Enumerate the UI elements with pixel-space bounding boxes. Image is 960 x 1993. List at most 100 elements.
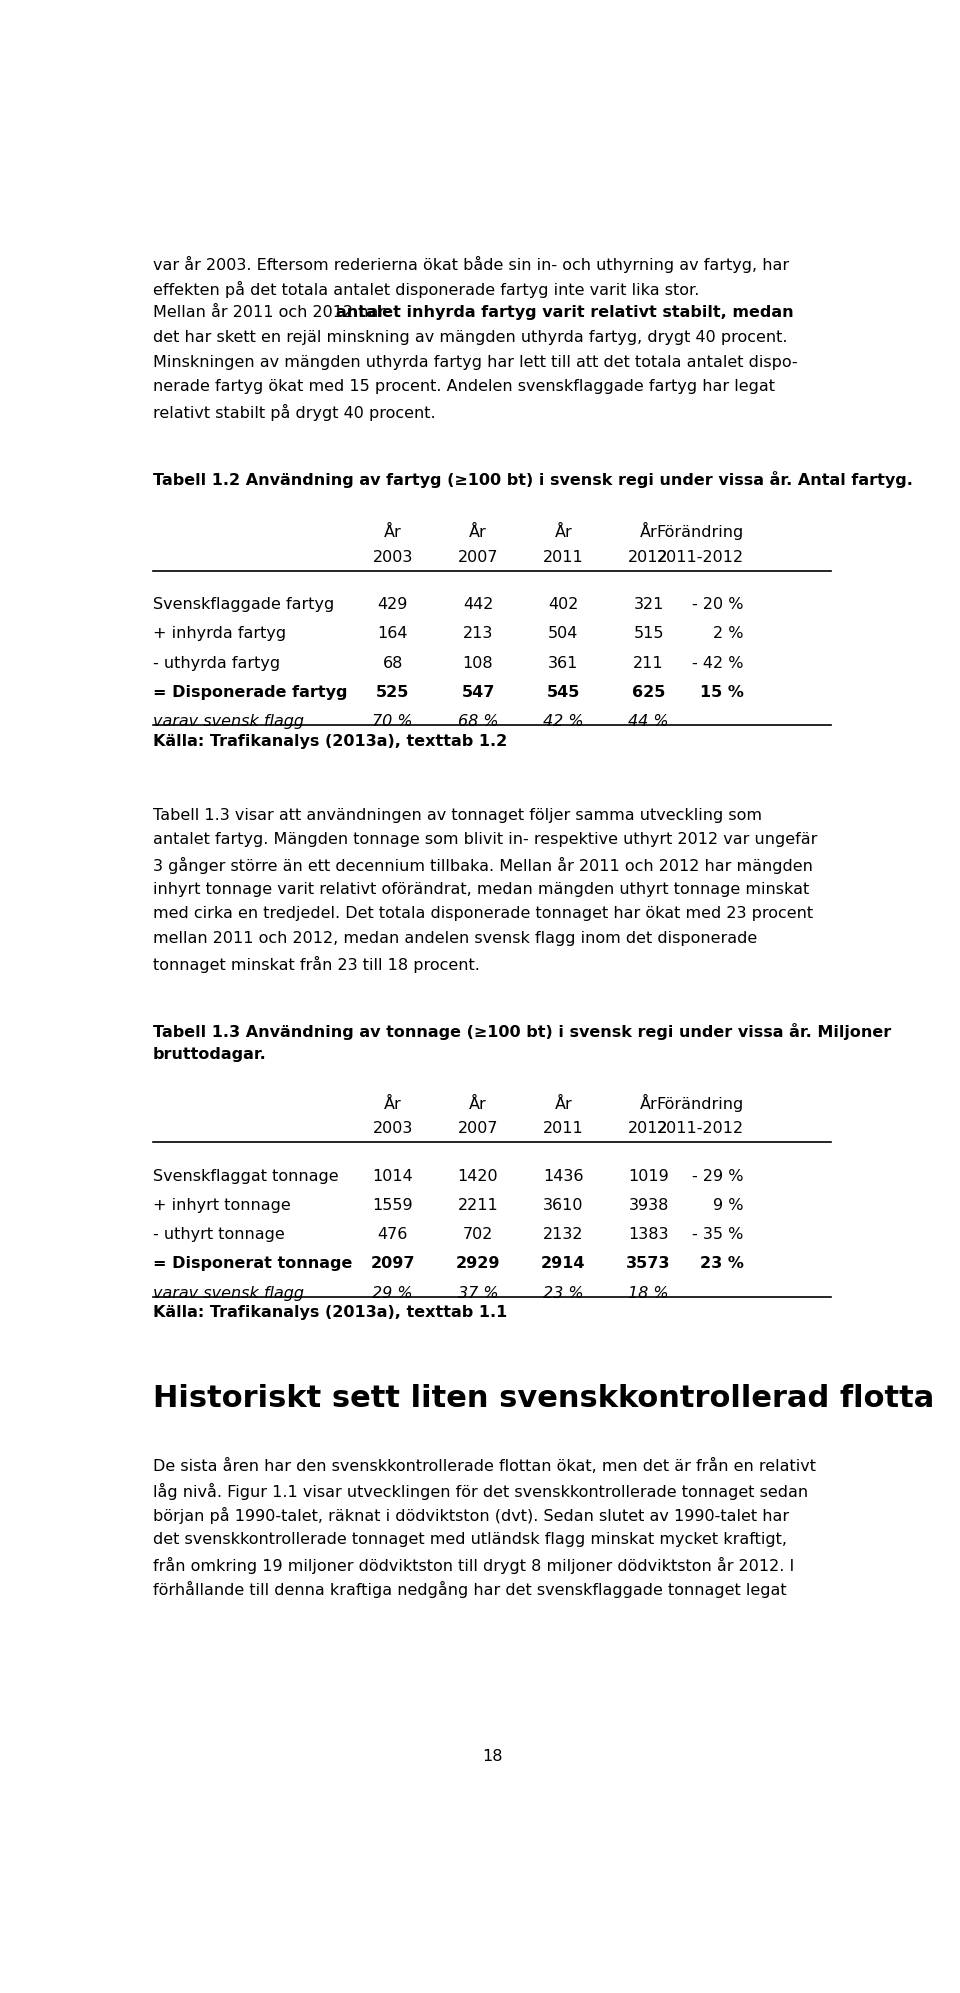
Text: År: År (555, 1096, 572, 1112)
Text: 2011: 2011 (543, 550, 584, 564)
Text: 525: 525 (376, 686, 410, 700)
Text: 515: 515 (634, 626, 663, 642)
Text: 108: 108 (463, 656, 493, 670)
Text: År: År (639, 524, 658, 540)
Text: låg nivå. Figur 1.1 visar utvecklingen för det svenskkontrollerade tonnaget seda: låg nivå. Figur 1.1 visar utvecklingen f… (153, 1483, 807, 1501)
Text: 2012: 2012 (628, 1122, 669, 1136)
Text: 1383: 1383 (628, 1228, 669, 1242)
Text: 2211: 2211 (458, 1198, 498, 1214)
Text: 3 gånger större än ett decennium tillbaka. Mellan år 2011 och 2012 har mängden: 3 gånger större än ett decennium tillbak… (153, 857, 812, 875)
Text: 18: 18 (482, 1748, 502, 1764)
Text: 321: 321 (634, 598, 663, 612)
Text: + inhyrt tonnage: + inhyrt tonnage (153, 1198, 290, 1214)
Text: 37 %: 37 % (458, 1285, 498, 1301)
Text: Tabell 1.2 Användning av fartyg (≥100 bt) i svensk regi under vissa år. Antal fa: Tabell 1.2 Användning av fartyg (≥100 bt… (153, 470, 912, 488)
Text: 2003: 2003 (372, 1122, 413, 1136)
Text: Förändring: Förändring (657, 524, 744, 540)
Text: 3573: 3573 (626, 1256, 671, 1272)
Text: nerade fartyg ökat med 15 procent. Andelen svenskflaggade fartyg har legat: nerade fartyg ökat med 15 procent. Andel… (153, 379, 775, 395)
Text: 68: 68 (383, 656, 403, 670)
Text: 2132: 2132 (543, 1228, 584, 1242)
Text: 23 %: 23 % (543, 1285, 584, 1301)
Text: effekten på det totala antalet disponerade fartyg inte varit lika stor.: effekten på det totala antalet disponera… (153, 281, 699, 297)
Text: = Disponerade fartyg: = Disponerade fartyg (153, 686, 348, 700)
Text: antalet fartyg. Mängden tonnage som blivit in- respektive uthyrt 2012 var ungefä: antalet fartyg. Mängden tonnage som bliv… (153, 833, 817, 847)
Text: 3938: 3938 (629, 1198, 669, 1214)
Text: - 20 %: - 20 % (692, 598, 744, 612)
Text: det svenskkontrollerade tonnaget med utländsk flagg minskat mycket kraftigt,: det svenskkontrollerade tonnaget med utl… (153, 1533, 786, 1547)
Text: - uthyrda fartyg: - uthyrda fartyg (153, 656, 279, 670)
Text: tonnaget minskat från 23 till 18 procent.: tonnaget minskat från 23 till 18 procent… (153, 957, 479, 973)
Text: 42 %: 42 % (543, 713, 584, 729)
Text: 702: 702 (463, 1228, 493, 1242)
Text: 2 %: 2 % (713, 626, 744, 642)
Text: 68 %: 68 % (458, 713, 498, 729)
Text: År: År (384, 524, 401, 540)
Text: 547: 547 (462, 686, 494, 700)
Text: från omkring 19 miljoner dödviktston till drygt 8 miljoner dödviktston år 2012. : från omkring 19 miljoner dödviktston til… (153, 1557, 794, 1574)
Text: varav svensk flagg: varav svensk flagg (153, 1285, 303, 1301)
Text: 1014: 1014 (372, 1168, 413, 1184)
Text: 429: 429 (377, 598, 408, 612)
Text: + inhyrda fartyg: + inhyrda fartyg (153, 626, 286, 642)
Text: 2914: 2914 (541, 1256, 586, 1272)
Text: 70 %: 70 % (372, 713, 413, 729)
Text: - uthyrt tonnage: - uthyrt tonnage (153, 1228, 284, 1242)
Text: varav svensk flagg: varav svensk flagg (153, 713, 303, 729)
Text: = Disponerat tonnage: = Disponerat tonnage (153, 1256, 352, 1272)
Text: År: År (469, 524, 487, 540)
Text: relativt stabilt på drygt 40 procent.: relativt stabilt på drygt 40 procent. (153, 405, 435, 421)
Text: År: År (384, 1096, 401, 1112)
Text: 1019: 1019 (628, 1168, 669, 1184)
Text: Mellan år 2011 och 2012 har: Mellan år 2011 och 2012 har (153, 305, 390, 321)
Text: Svenskflaggade fartyg: Svenskflaggade fartyg (153, 598, 334, 612)
Text: - 42 %: - 42 % (692, 656, 744, 670)
Text: inhyrt tonnage varit relativt oförändrat, medan mängden uthyrt tonnage minskat: inhyrt tonnage varit relativt oförändrat… (153, 881, 808, 897)
Text: 2007: 2007 (458, 550, 498, 564)
Text: - 35 %: - 35 % (692, 1228, 744, 1242)
Text: De sista åren har den svenskkontrollerade flottan ökat, men det är från en relat: De sista åren har den svenskkontrollerad… (153, 1459, 816, 1475)
Text: var år 2003. Eftersom rederierna ökat både sin in- och uthyrning av fartyg, har: var år 2003. Eftersom rederierna ökat bå… (153, 255, 789, 273)
Text: 2011-2012: 2011-2012 (657, 550, 744, 564)
Text: 2011-2012: 2011-2012 (657, 1122, 744, 1136)
Text: 1559: 1559 (372, 1198, 413, 1214)
Text: Källa: Trafikanalys (2013a), texttab 1.1: Källa: Trafikanalys (2013a), texttab 1.1 (153, 1305, 507, 1321)
Text: 545: 545 (546, 686, 580, 700)
Text: År: År (639, 1096, 658, 1112)
Text: 504: 504 (548, 626, 579, 642)
Text: Tabell 1.3 visar att användningen av tonnaget följer samma utveckling som: Tabell 1.3 visar att användningen av ton… (153, 807, 761, 823)
Text: Minskningen av mängden uthyrda fartyg har lett till att det totala antalet dispo: Minskningen av mängden uthyrda fartyg ha… (153, 355, 797, 369)
Text: Källa: Trafikanalys (2013a), texttab 1.2: Källa: Trafikanalys (2013a), texttab 1.2 (153, 733, 507, 749)
Text: bruttodagar.: bruttodagar. (153, 1046, 266, 1062)
Text: 164: 164 (377, 626, 408, 642)
Text: 213: 213 (463, 626, 493, 642)
Text: 1436: 1436 (543, 1168, 584, 1184)
Text: 2097: 2097 (371, 1256, 415, 1272)
Text: med cirka en tredjedel. Det totala disponerade tonnaget har ökat med 23 procent: med cirka en tredjedel. Det totala dispo… (153, 907, 813, 921)
Text: 9 %: 9 % (713, 1198, 744, 1214)
Text: - 29 %: - 29 % (692, 1168, 744, 1184)
Text: Tabell 1.3 Användning av tonnage (≥100 bt) i svensk regi under vissa år. Miljone: Tabell 1.3 Användning av tonnage (≥100 b… (153, 1022, 891, 1040)
Text: 361: 361 (548, 656, 579, 670)
Text: Förändring: Förändring (657, 1096, 744, 1112)
Text: 2012: 2012 (628, 550, 669, 564)
Text: Historiskt sett liten svenskkontrollerad flotta: Historiskt sett liten svenskkontrollerad… (153, 1385, 934, 1413)
Text: År: År (469, 1096, 487, 1112)
Text: 442: 442 (463, 598, 493, 612)
Text: början på 1990-talet, räknat i dödviktston (dvt). Sedan slutet av 1990-talet har: början på 1990-talet, räknat i dödviktst… (153, 1507, 789, 1525)
Text: 402: 402 (548, 598, 579, 612)
Text: 3610: 3610 (543, 1198, 584, 1214)
Text: 29 %: 29 % (372, 1285, 413, 1301)
Text: 44 %: 44 % (628, 713, 669, 729)
Text: Svenskflaggat tonnage: Svenskflaggat tonnage (153, 1168, 338, 1184)
Text: 2011: 2011 (543, 1122, 584, 1136)
Text: antalet inhyrda fartyg varit relativt stabilt, medan: antalet inhyrda fartyg varit relativt st… (336, 305, 794, 321)
Text: 211: 211 (634, 656, 664, 670)
Text: År: År (555, 524, 572, 540)
Text: mellan 2011 och 2012, medan andelen svensk flagg inom det disponerade: mellan 2011 och 2012, medan andelen sven… (153, 931, 756, 947)
Text: 1420: 1420 (458, 1168, 498, 1184)
Text: 15 %: 15 % (700, 686, 744, 700)
Text: 625: 625 (632, 686, 665, 700)
Text: 23 %: 23 % (700, 1256, 744, 1272)
Text: det har skett en rejäl minskning av mängden uthyrda fartyg, drygt 40 procent.: det har skett en rejäl minskning av mäng… (153, 331, 787, 345)
